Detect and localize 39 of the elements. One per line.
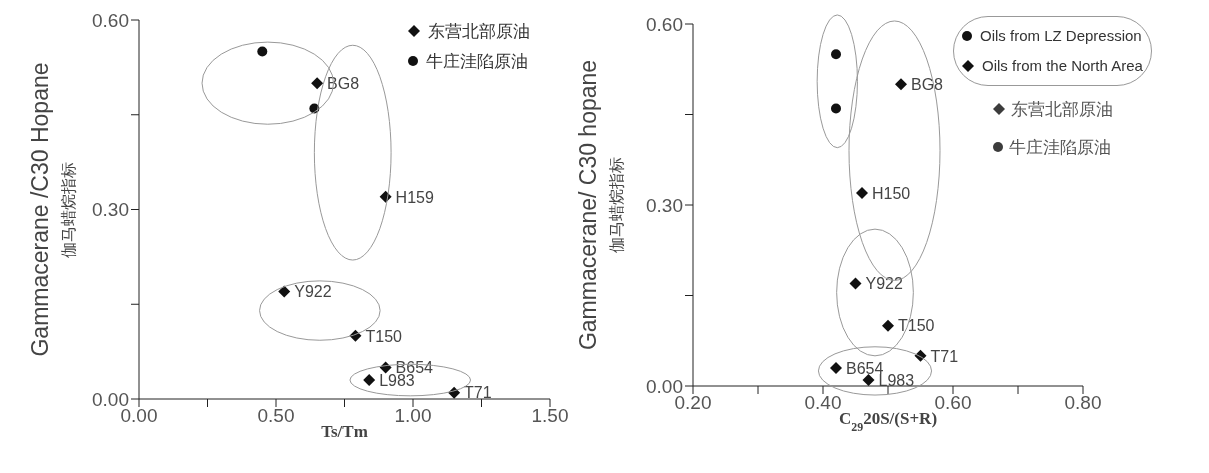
- legend-label: 东营北部原油: [428, 20, 530, 43]
- x-tick-label: 1.50: [531, 405, 569, 427]
- y-tick-label: 0.30: [92, 199, 129, 221]
- y-axis-title: Gammacerane/ C30 hopane 伽马蜡烷指标: [575, 59, 626, 351]
- point: [856, 186, 868, 199]
- annotation: T150: [365, 327, 403, 345]
- point: [311, 77, 324, 90]
- point: [257, 46, 268, 57]
- annotation: H159: [395, 188, 434, 206]
- annotation: Y922: [865, 275, 903, 293]
- annotation: T71: [930, 347, 959, 365]
- point: [278, 285, 291, 298]
- legend-label: Oils from the North Area: [982, 56, 1143, 76]
- point: [363, 374, 376, 387]
- point: [830, 361, 842, 374]
- x-tick-label: 0.80: [1064, 392, 1102, 414]
- y-tick-label: 0.30: [646, 194, 683, 216]
- annotation: T71: [464, 384, 492, 402]
- point: [895, 78, 907, 91]
- annotation: T150: [898, 317, 935, 335]
- legend-label: Oils from LZ Depression: [980, 26, 1142, 46]
- point: [831, 49, 841, 60]
- x-tick-label: 0.50: [257, 405, 295, 427]
- y-tick-label: 0.60: [92, 9, 129, 31]
- y-axis-title: Gammacerane /C30 Hopane 伽马蜡烷指标: [27, 62, 78, 357]
- annotation: 牛庄洼陷原油: [1009, 136, 1111, 159]
- x-axis-title: Ts/Tm: [321, 422, 368, 441]
- y-tick-label: 0.60: [646, 13, 683, 35]
- x-tick-label: 0.00: [120, 405, 158, 427]
- annotation: 东营北部原油: [1011, 98, 1113, 121]
- annotation: BG8: [327, 74, 360, 92]
- x-tick-label: 1.00: [394, 405, 432, 427]
- point: [882, 319, 894, 332]
- annotation: Y922: [294, 283, 332, 301]
- annotation: H150: [872, 184, 911, 202]
- annotation: BG8: [911, 76, 944, 94]
- point: [849, 277, 862, 290]
- legend-label: 牛庄洼陷原油: [426, 50, 528, 73]
- point: [831, 103, 841, 114]
